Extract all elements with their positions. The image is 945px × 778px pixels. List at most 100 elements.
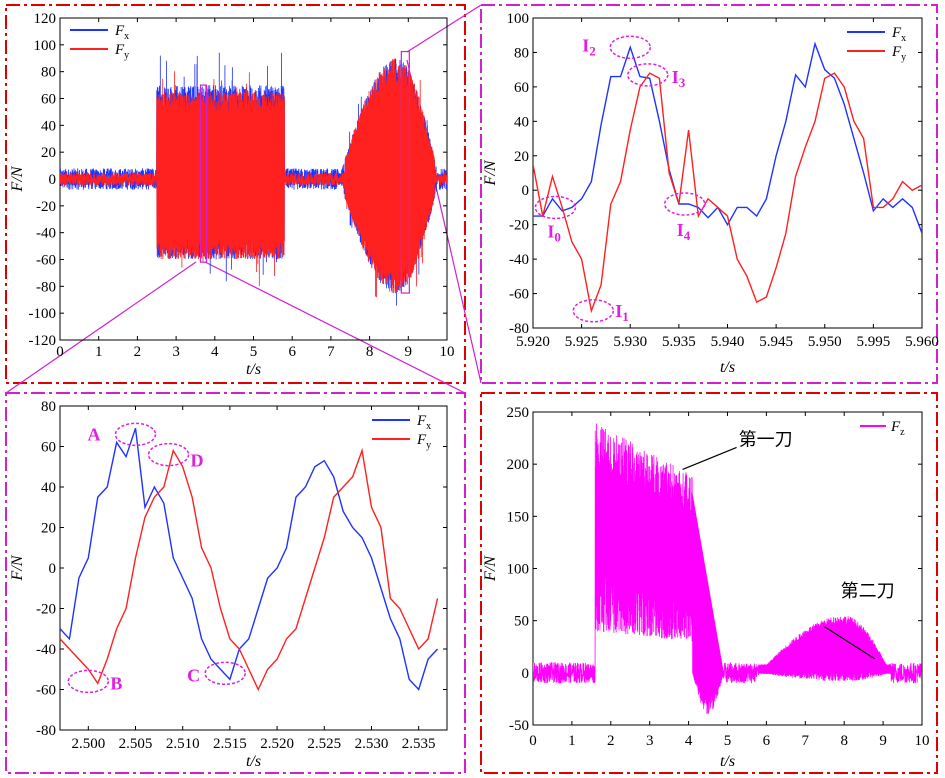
- p1-xtick-label: 9: [405, 344, 413, 360]
- p3-xtick-label: 2.500: [71, 736, 105, 752]
- p4-ytick-label: 150: [507, 509, 530, 525]
- p4-series-F_z: [533, 423, 922, 715]
- p2-annotation-ellipse: [572, 299, 615, 323]
- p2-annotation-label: I4: [677, 220, 691, 243]
- p2-xtick-label: 5.920: [516, 334, 550, 350]
- p2-annotation-ellipse: [534, 195, 577, 220]
- p2-ytick-label: -40: [509, 252, 529, 268]
- p1-zoom-window-1: [199, 84, 208, 263]
- p3-series-F_x: [60, 428, 439, 691]
- p4-yaxis-label: F/N: [482, 555, 499, 582]
- p1-xtick-label: 0: [56, 344, 64, 360]
- p3-annotation-label: B: [110, 673, 122, 693]
- p4-xaxis-label: t/s: [720, 753, 735, 770]
- p4-callout-label-1: 第一刀: [739, 429, 793, 450]
- p3-annotation-label: D: [191, 451, 204, 471]
- p1-xtick-label: 1: [95, 344, 103, 360]
- p4-legend-label-z: Fz: [890, 419, 905, 438]
- p1-xtick-label: 5: [250, 344, 258, 360]
- p3-xtick-label: 2.525: [307, 736, 341, 752]
- p4-xtick-label: 5: [724, 733, 732, 749]
- p4-callout-line-1: [682, 446, 737, 470]
- p2-xtick-label: 5.995: [857, 334, 891, 350]
- panel-2: -80 -60 -40 -20 0 20 40 60 80 100 5.920 5.925 5.930 5…: [482, 11, 939, 376]
- p1-ytick-label: 60: [41, 92, 56, 108]
- p4-xtick-label: 3: [646, 733, 654, 749]
- p2-ytick-label: 80: [514, 45, 529, 61]
- p1-ytick-label: 40: [41, 118, 56, 134]
- p1-ytick-label: 100: [34, 38, 57, 54]
- p2-series-F_y: [533, 72, 922, 314]
- p4-xtick-label: 4: [685, 733, 693, 749]
- p3-annotation-ellipse: [67, 669, 110, 694]
- p2-annotation-ellipse: [663, 192, 706, 216]
- p1-ytick-label: -40: [36, 226, 56, 242]
- p4-callout-line-2: [824, 626, 875, 660]
- p1-xtick-label: 2: [134, 344, 142, 360]
- p2-xtick-label: 5.950: [808, 334, 842, 350]
- p2-ytick-label: -60: [509, 287, 529, 303]
- panel-1: -120 -100 -80 -60 -40 -20 0 20 40 60 80 100 120 0 1 2 3 4…: [9, 11, 455, 378]
- p2-ytick-label: 60: [514, 80, 529, 96]
- p3-yaxis-label: F/N: [9, 554, 26, 581]
- p4-xtick-label: 0: [529, 733, 537, 749]
- p3-xtick-label: 2.520: [260, 736, 294, 752]
- p2-ytick-label: -80: [509, 321, 529, 337]
- panel-2-border: [480, 4, 938, 384]
- p4-callout-label-2: 第二刀: [841, 581, 895, 602]
- p3-ytick-label: -20: [36, 602, 56, 618]
- p2-annotation-label: I2: [582, 35, 596, 58]
- p1-legend-label-y: Fy: [114, 42, 129, 61]
- p3-xtick-label: 2.535: [402, 736, 436, 752]
- p1-xaxis-label: t/s: [246, 361, 261, 378]
- p1-xtick-label: 8: [366, 344, 374, 360]
- p4-xtick-label: 6: [763, 733, 771, 749]
- p2-ytick-label: 100: [507, 11, 530, 27]
- p4-xtick-label: 7: [802, 733, 810, 749]
- p3-ytick-label: 60: [41, 440, 56, 456]
- p3-ytick-label: 40: [41, 480, 56, 496]
- p4-ytick-label: -50: [509, 718, 529, 734]
- p2-ytick-label: -20: [509, 218, 529, 234]
- p3-annotation-ellipse: [114, 422, 157, 447]
- p2-legend-label-x: Fx: [891, 25, 906, 44]
- p4-xtick-label: 9: [879, 733, 887, 749]
- p4-ytick-label: 50: [514, 614, 529, 630]
- p2-xtick-label: 5.945: [759, 334, 793, 350]
- p1-ytick-label: -20: [36, 199, 56, 215]
- p3-ytick-label: 20: [41, 521, 56, 537]
- p1-xtick-label: 4: [211, 344, 219, 360]
- p4-ytick-label: 250: [507, 405, 530, 421]
- p2-annotation-label: I1: [615, 301, 629, 324]
- p3-ytick-label: 80: [41, 399, 56, 415]
- p4-ytick-label: 100: [507, 562, 530, 578]
- p2-yaxis-label: F/N: [482, 159, 499, 186]
- p2-xaxis-label: t/s: [720, 359, 735, 376]
- p2-annotation-ellipse: [609, 35, 651, 60]
- p3-ytick-label: -40: [36, 642, 56, 658]
- panel-1-border: [5, 4, 466, 384]
- p2-annotation-label: I3: [672, 67, 686, 90]
- p4-ytick-label: 0: [522, 666, 530, 682]
- p4-xtick-label: 1: [568, 733, 576, 749]
- p3-ytick-label: -80: [36, 723, 56, 739]
- p4-ytick-label: 200: [507, 457, 530, 473]
- p2-xtick-label: 5.925: [565, 334, 599, 350]
- p1-ytick-label: 0: [49, 172, 57, 188]
- p3-annotation-label: C: [187, 665, 200, 685]
- p1-ytick-label: -100: [29, 306, 57, 322]
- p2-legend-label-y: Fy: [891, 44, 906, 63]
- p2-xtick-label: 5.940: [711, 334, 745, 350]
- p1-yaxis-label: F/N: [9, 165, 26, 192]
- p1-xtick-label: 7: [327, 344, 335, 360]
- p3-xtick-label: 2.510: [166, 736, 200, 752]
- zoom-connector-bottom-2: [204, 261, 466, 394]
- p3-xtick-label: 2.530: [355, 736, 389, 752]
- p1-ytick-label: 80: [41, 65, 56, 81]
- p3-ytick-label: 0: [49, 561, 57, 577]
- p3-xtick-label: 2.505: [119, 736, 153, 752]
- p1-xtick-label: 3: [172, 344, 180, 360]
- p1-ytick-label: -60: [36, 253, 56, 269]
- panel-4-border: [480, 392, 938, 774]
